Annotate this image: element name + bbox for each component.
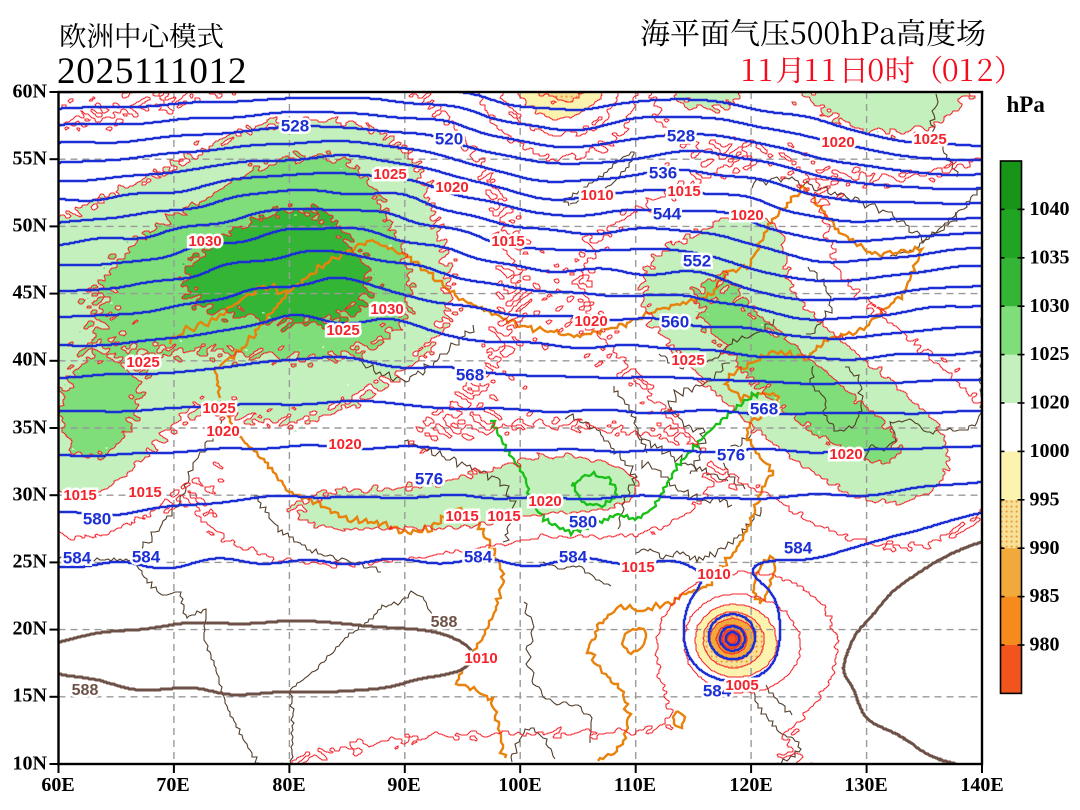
svg-text:1025: 1025 [913, 131, 946, 148]
svg-text:100E: 100E [498, 774, 541, 796]
svg-text:25N: 25N [13, 551, 48, 573]
svg-text:1015: 1015 [128, 484, 161, 501]
svg-text:584: 584 [464, 547, 493, 566]
svg-text:1000: 1000 [1030, 440, 1070, 462]
svg-text:584: 584 [559, 547, 588, 566]
svg-text:1025: 1025 [671, 352, 704, 369]
svg-text:1025: 1025 [126, 354, 159, 371]
svg-text:40N: 40N [13, 349, 48, 371]
svg-text:1020: 1020 [1030, 392, 1070, 414]
svg-text:1025: 1025 [1030, 343, 1070, 365]
svg-text:50N: 50N [13, 215, 48, 237]
svg-text:120E: 120E [729, 774, 772, 796]
svg-text:584: 584 [132, 547, 161, 566]
svg-text:80E: 80E [272, 774, 305, 796]
svg-text:90E: 90E [387, 774, 420, 796]
svg-text:1020: 1020 [206, 423, 239, 440]
svg-text:1015: 1015 [445, 508, 478, 525]
svg-text:1010: 1010 [697, 566, 730, 583]
svg-text:1020: 1020 [574, 313, 607, 330]
svg-text:552: 552 [683, 251, 711, 270]
svg-text:520: 520 [435, 129, 463, 148]
svg-text:1010: 1010 [580, 187, 613, 204]
svg-text:10N: 10N [13, 753, 48, 775]
svg-text:1020: 1020 [730, 207, 763, 224]
svg-text:584: 584 [703, 681, 732, 700]
svg-text:hPa: hPa [1007, 92, 1046, 117]
svg-text:580: 580 [569, 512, 597, 531]
svg-text:1005: 1005 [725, 677, 758, 694]
svg-text:560: 560 [661, 312, 689, 331]
svg-text:1030: 1030 [188, 233, 221, 250]
svg-text:1030: 1030 [370, 301, 403, 318]
svg-text:20N: 20N [13, 618, 48, 640]
svg-text:1020: 1020 [528, 493, 561, 510]
svg-text:140E: 140E [960, 774, 1003, 796]
svg-text:1025: 1025 [373, 166, 406, 183]
svg-text:1020: 1020 [328, 436, 361, 453]
svg-text:580: 580 [83, 509, 111, 528]
svg-text:588: 588 [72, 682, 99, 699]
svg-text:528: 528 [667, 126, 695, 145]
svg-text:576: 576 [717, 445, 745, 464]
svg-text:1040: 1040 [1030, 198, 1070, 220]
svg-text:985: 985 [1030, 585, 1060, 607]
svg-text:1015: 1015 [487, 508, 520, 525]
svg-text:110E: 110E [614, 774, 656, 796]
svg-text:15N: 15N [13, 685, 48, 707]
svg-text:990: 990 [1030, 537, 1060, 559]
svg-text:995: 995 [1030, 488, 1060, 510]
svg-text:1025: 1025 [202, 400, 235, 417]
svg-text:60E: 60E [41, 774, 74, 796]
svg-text:1015: 1015 [63, 487, 96, 504]
svg-text:536: 536 [649, 163, 677, 182]
svg-text:584: 584 [63, 548, 92, 567]
svg-text:130E: 130E [844, 774, 887, 796]
svg-text:576: 576 [415, 469, 443, 488]
svg-text:588: 588 [431, 614, 458, 631]
svg-text:1010: 1010 [464, 650, 497, 667]
svg-text:1025: 1025 [326, 322, 359, 339]
svg-text:1020: 1020 [829, 446, 862, 463]
svg-text:1015: 1015 [621, 559, 654, 576]
svg-text:528: 528 [281, 116, 309, 135]
svg-text:35N: 35N [13, 417, 48, 439]
svg-text:45N: 45N [13, 282, 48, 304]
svg-text:1020: 1020 [435, 179, 468, 196]
svg-text:60N: 60N [13, 81, 48, 103]
svg-text:568: 568 [750, 399, 778, 418]
svg-text:1015: 1015 [667, 183, 700, 200]
svg-text:1015: 1015 [491, 233, 524, 250]
svg-text:544: 544 [653, 204, 682, 223]
svg-text:980: 980 [1030, 634, 1060, 656]
svg-text:1035: 1035 [1030, 246, 1070, 268]
svg-text:55N: 55N [13, 148, 48, 170]
svg-text:1020: 1020 [821, 134, 854, 151]
svg-text:30N: 30N [13, 484, 48, 506]
svg-text:1030: 1030 [1030, 295, 1070, 317]
svg-text:70E: 70E [156, 774, 189, 796]
svg-text:584: 584 [784, 538, 813, 557]
svg-text:568: 568 [456, 365, 484, 384]
